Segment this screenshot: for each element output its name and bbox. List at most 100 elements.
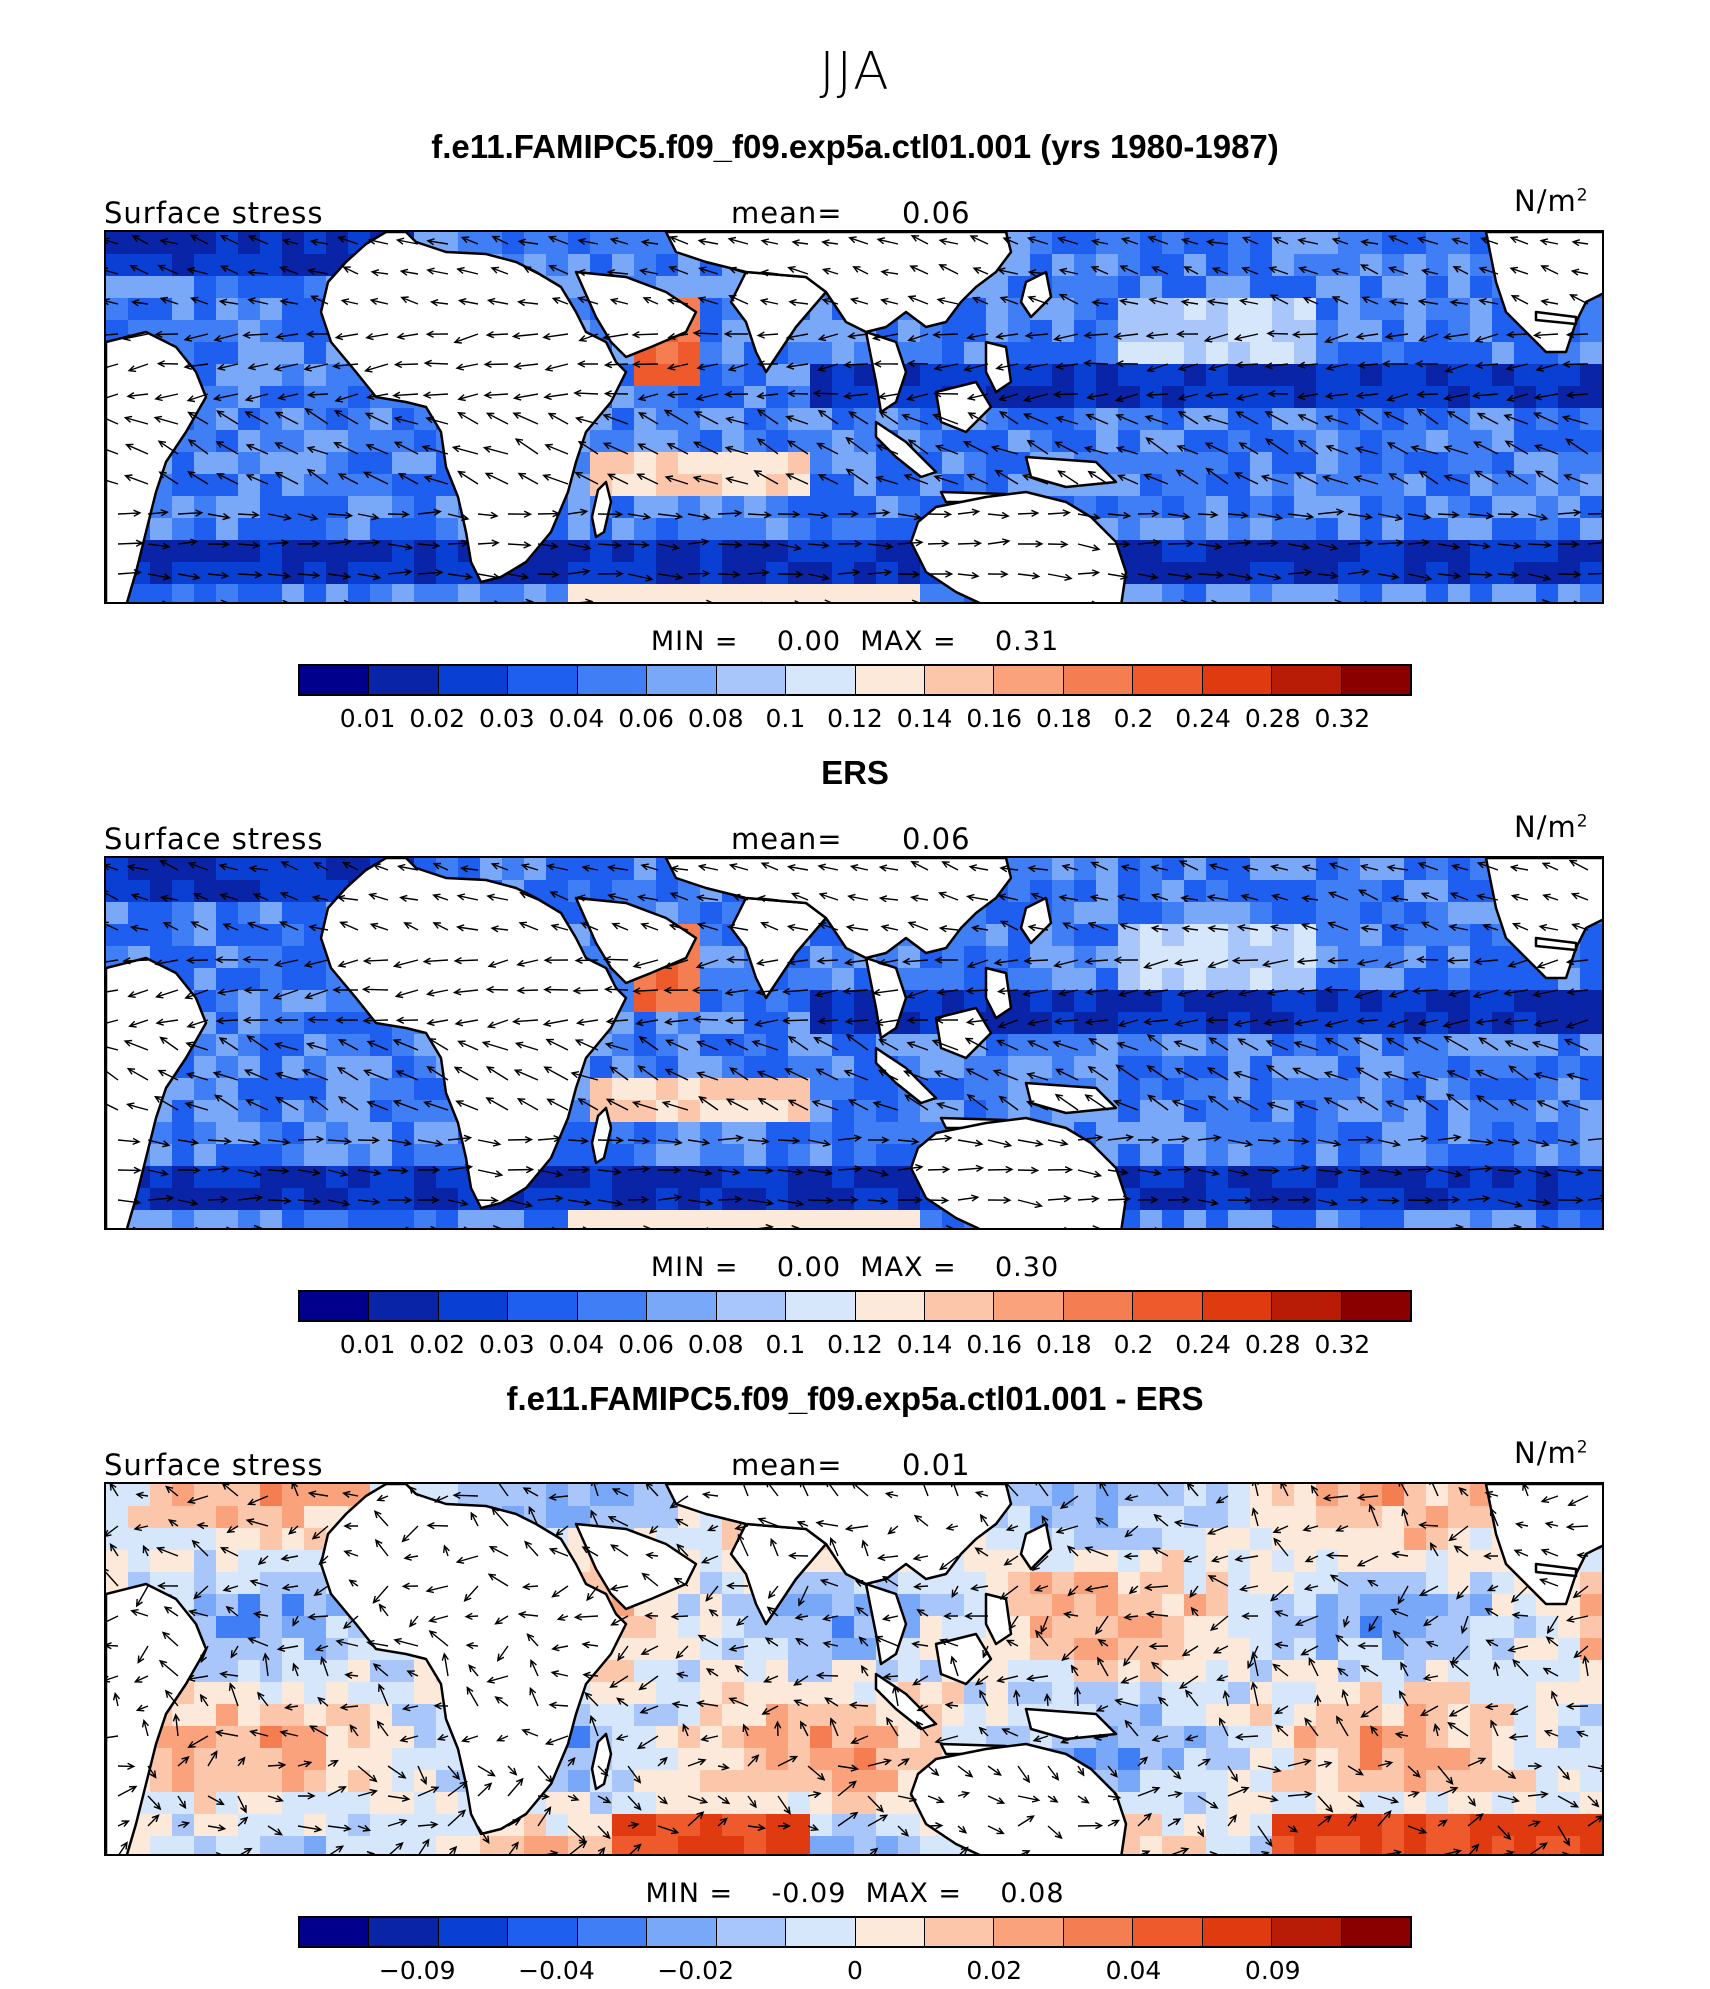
colorbar-segment [716,1918,787,1946]
colorbar-tick-label: 0.24 [1175,1330,1231,1359]
colorbar-tick-label: 0.1 [765,1330,806,1359]
landmass-seasia [864,1582,908,1666]
mean-value: 0.01 [902,1448,971,1482]
colorbar-segment [369,1918,439,1946]
colorbar-tick-label: 0.04 [1105,1956,1162,1985]
min-max-readout: MIN = 0.00 MAX = 0.30 [0,1252,1710,1283]
max-value: 0.31 [995,626,1060,657]
mean-value: 0.06 [902,822,971,856]
colorbar-segment [855,1918,925,1946]
colorbar-segment [369,1292,439,1320]
landmass-cuba [1534,936,1578,952]
landmass-africa [319,858,628,1210]
landmass-arabia [574,896,698,985]
mean-value: 0.06 [902,196,971,230]
colorbar-tick-label: 0.03 [479,1330,535,1359]
colorbar-segment [300,1918,370,1946]
mean-label: mean= [731,1448,843,1482]
colorbar-segment [577,1292,648,1320]
landmass-sumatra [874,420,938,479]
max-label: MAX = [860,626,957,657]
colorbar-segment [924,1918,995,1946]
colorbar-segment [438,1918,509,1946]
min-max-readout: MIN = 0.00 MAX = 0.31 [0,626,1710,657]
colorbar-segment [786,1292,856,1320]
min-value: 0.00 [776,1252,842,1283]
variable-label: Surface stress [104,196,324,230]
colorbar-tick-label: 0.24 [1175,704,1231,733]
colorbar-segment [1202,666,1273,694]
units-label: N/m2 [1514,1436,1589,1470]
colorbar-tick-label: 0.12 [827,1330,883,1359]
colorbar-tick-label: 0.28 [1244,704,1301,733]
landmass-japan [1019,1522,1053,1571]
landmass-asia [664,858,1013,960]
colorbar-segment [438,666,509,694]
colorbar-tick-label: 0.01 [339,704,396,733]
colorbar-segment [994,1918,1064,1946]
colorbar-tick-label: 0.08 [687,1330,744,1359]
colorbar-tick-label: −0.04 [518,1956,595,1985]
units-label: N/m2 [1514,184,1589,218]
colorbar-tick-label: −0.09 [378,1956,456,1985]
colorbar-segment [1063,666,1134,694]
colorbar-tick-label: 0.08 [687,704,744,733]
landmass-sumatra [874,1046,938,1105]
colorbar-segment [647,1292,717,1320]
landmass-australia [909,1116,1128,1228]
colorbar-segment [1272,1918,1342,1946]
colorbar-segment [994,666,1064,694]
mean-label: mean= [731,196,843,230]
colorbar [298,1916,1412,1948]
max-label: MAX = [865,1878,963,1909]
colorbar-segment [577,1918,648,1946]
map-obs [104,856,1604,1230]
colorbar-segment [438,1292,509,1320]
colorbar-segment [924,666,995,694]
colorbar-tick-label: 0.06 [618,1330,674,1359]
colorbar-segment [855,1292,925,1320]
colorbar-tick-label: 0.32 [1314,704,1371,733]
landmass-madagascar [590,1106,613,1165]
landmass-samerica [106,330,208,602]
landmass-asia [664,1484,1013,1586]
colorbar-tick-label: 0.32 [1314,1330,1371,1359]
colorbar-segment [369,666,439,694]
colorbar-tick-label: 0.02 [409,704,466,733]
map-diff [104,1482,1604,1856]
min-label: MIN = [650,626,739,657]
landmass-arabia [574,270,698,359]
colorbar-segment [647,1918,717,1946]
colorbar-segment [994,1292,1064,1320]
landmass-madagascar [590,480,613,539]
colorbar-tick-label: 0.04 [548,704,605,733]
figure-season-title: JJA [819,42,891,102]
colorbar-tick-label: 0.18 [1036,1330,1092,1359]
colorbar-segment [1272,666,1342,694]
landmass-asia [664,232,1013,334]
landmass-seasia [864,956,908,1040]
colorbar-segment [577,666,648,694]
colorbar-tick-label: 0.12 [827,704,883,733]
colorbar-segment [1341,1918,1410,1946]
colorbar-segment [300,666,370,694]
min-value: -0.09 [771,1878,847,1909]
colorbar-tick-label: 0.18 [1036,704,1092,733]
colorbar-tick-label: 0.14 [896,704,953,733]
landmass-newguinea [1024,455,1118,489]
colorbar-segment [924,1292,995,1320]
colorbar-tick-label: 0 [847,1956,863,1985]
landmass-philippines [984,966,1013,1020]
panel-title: ERS [821,754,889,791]
colorbar-segment [1133,1918,1203,1946]
landmass-newguinea [1024,1081,1118,1115]
min-value: 0.00 [776,626,842,657]
landmass-madagascar [590,1732,613,1791]
min-label: MIN = [650,1252,739,1283]
colorbar-segment [1063,1918,1134,1946]
colorbar-tick-label: 0.06 [618,704,674,733]
landmass-arabia [574,1522,698,1611]
landmass-cuba [1534,310,1578,326]
colorbar-tick-label: 0.2 [1113,704,1154,733]
panel-title: f.e11.FAMIPC5.f09_f09.exp5a.ctl01.001 - … [506,1380,1204,1417]
